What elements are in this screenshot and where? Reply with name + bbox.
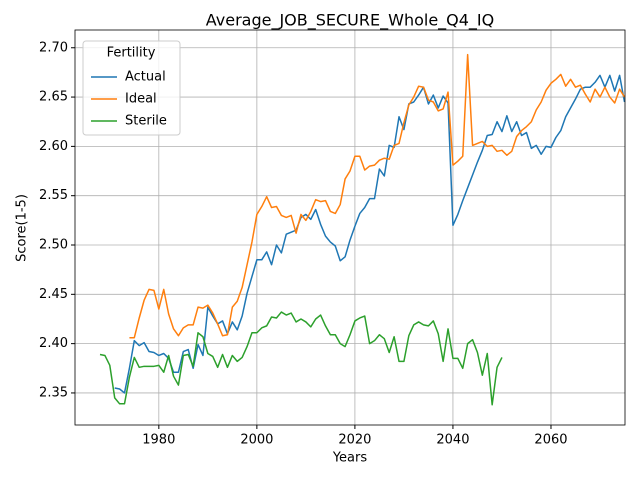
y-tick-label: 2.60 bbox=[39, 139, 68, 154]
y-tick-label: 2.55 bbox=[39, 188, 68, 203]
x-tick-label: 2040 bbox=[436, 433, 469, 448]
x-tick-label: 2060 bbox=[534, 433, 567, 448]
legend-label: Ideal bbox=[125, 92, 157, 107]
series-line bbox=[99, 311, 503, 406]
legend: Fertility Actual Ideal Sterile bbox=[82, 40, 181, 136]
x-tick-label: 1980 bbox=[142, 433, 175, 448]
chart-title: Average_JOB_SECURE_Whole_Q4_IQ bbox=[206, 11, 495, 31]
lines bbox=[99, 53, 626, 406]
y-tick-label: 2.65 bbox=[39, 90, 68, 105]
y-tick-label: 2.50 bbox=[39, 238, 68, 253]
y-tick-label: 2.70 bbox=[39, 40, 68, 55]
legend-box bbox=[82, 40, 181, 136]
legend-title: Fertility bbox=[107, 46, 156, 61]
y-tick-label: 2.35 bbox=[39, 385, 68, 400]
y-tick-label: 2.40 bbox=[39, 336, 68, 351]
legend-label: Sterile bbox=[125, 114, 167, 129]
plot-frame bbox=[74, 29, 626, 426]
legend-label: Actual bbox=[125, 70, 166, 85]
x-axis-label: Years bbox=[332, 451, 368, 466]
y-axis-label: Score(1-5) bbox=[15, 194, 30, 262]
x-tick-label: 2020 bbox=[338, 433, 371, 448]
grid: 2.35 2.40 2.45 2.50 2.55 2.60 2.65 2.70 1980 2000… bbox=[39, 30, 625, 448]
x-tick-label: 2000 bbox=[240, 433, 273, 448]
y-tick-label: 2.45 bbox=[39, 287, 68, 302]
series-line bbox=[129, 53, 626, 339]
series-line bbox=[114, 74, 626, 394]
